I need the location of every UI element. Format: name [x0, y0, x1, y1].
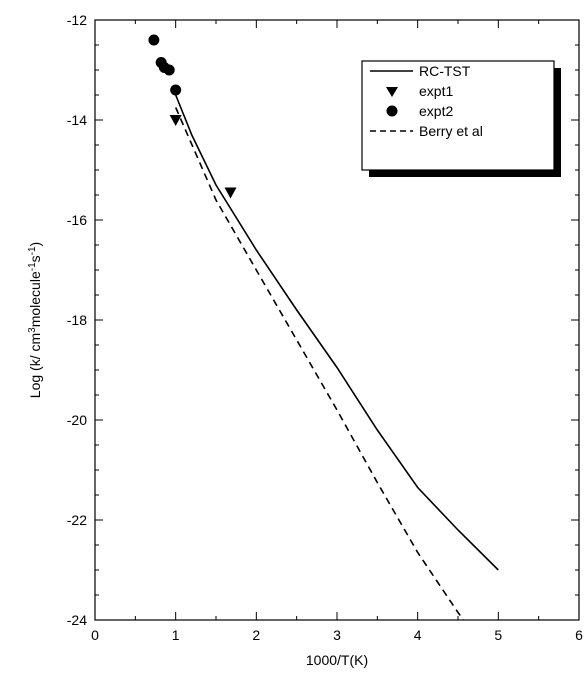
point-expt2 — [148, 34, 160, 46]
y-tick-label: -22 — [67, 512, 87, 528]
y-tick-label: -24 — [67, 612, 87, 628]
x-tick-label: 2 — [252, 627, 260, 643]
legend-label-expt1: expt1 — [419, 83, 453, 99]
point-expt1 — [224, 187, 237, 199]
y-axis-title: Log (k/ cm3molecule-1s-1) — [27, 242, 43, 398]
axis-ticks: 0 1 2 3 4 5 6 -24 -22 -20 -18 -16 -14 -12 — [67, 12, 583, 643]
legend: RC-TST expt1 expt2 Berry et al — [361, 60, 561, 177]
legend-swatch-expt2 — [386, 105, 398, 117]
legend-label-berry: Berry et al — [419, 123, 483, 139]
y-tick-label: -16 — [67, 212, 87, 228]
x-tick-label: 1 — [172, 627, 180, 643]
x-tick-label: 3 — [333, 627, 341, 643]
y-tick-label: -12 — [67, 12, 87, 28]
point-expt1 — [169, 115, 182, 126]
legend-label-expt2: expt2 — [419, 103, 453, 119]
legend-label-rc-tst: RC-TST — [419, 63, 471, 79]
data-series — [148, 34, 499, 621]
x-tick-label: 6 — [575, 627, 583, 643]
series-line-berry-et-al — [174, 107, 465, 621]
x-axis-title: 1000/T(K) — [306, 652, 368, 668]
y-tick-label: -14 — [67, 112, 87, 128]
series-line-rc-tst — [174, 94, 499, 571]
y-tick-label: -20 — [67, 412, 87, 428]
y-tick-label: -18 — [67, 312, 87, 328]
x-tick-label: 4 — [414, 627, 422, 643]
x-tick-label: 5 — [494, 627, 502, 643]
legend-swatch-expt1 — [386, 87, 398, 97]
x-tick-label: 0 — [91, 627, 99, 643]
point-expt2 — [163, 64, 175, 76]
point-expt2 — [170, 84, 182, 96]
